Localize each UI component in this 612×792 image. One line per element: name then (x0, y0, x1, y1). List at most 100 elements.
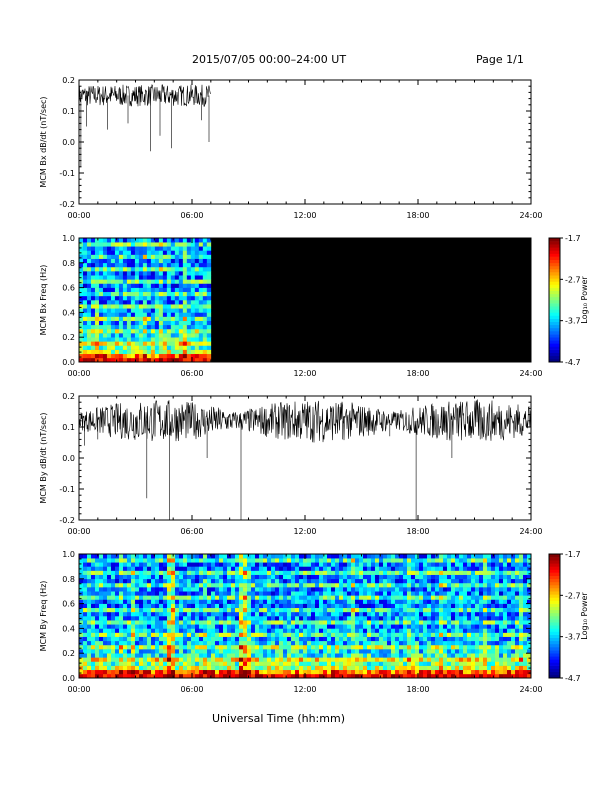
heatmap-cell (98, 283, 104, 288)
heatmap-cell (479, 558, 484, 563)
heatmap-cell (86, 308, 92, 313)
heatmap-cell (439, 566, 444, 571)
heatmap-cell (363, 591, 368, 596)
heatmap-cell (447, 661, 452, 666)
heatmap-cell (475, 574, 480, 580)
heatmap-cell (219, 653, 224, 658)
heatmap-cell (202, 258, 208, 264)
heatmap-cell (94, 262, 100, 268)
heatmap-cell (146, 262, 152, 268)
heatmap-cell (139, 628, 144, 633)
heatmap-cell (495, 653, 500, 658)
heatmap-cell (91, 669, 96, 675)
heatmap-cell (315, 582, 320, 588)
heatmap-cell (291, 661, 296, 666)
heatmap-cell (183, 595, 188, 600)
heatmap-cell (151, 649, 156, 654)
heatmap-cell (463, 624, 468, 629)
heatmap-cell (391, 653, 396, 658)
heatmap-cell (423, 665, 428, 671)
heatmap-cell (202, 266, 208, 272)
heatmap-cell (287, 554, 292, 559)
heatmap-cell (135, 554, 140, 559)
heatmap-cell (106, 279, 112, 284)
heatmap-cell (495, 636, 500, 642)
heatmap-cell (411, 661, 416, 666)
heatmap-cell (275, 616, 280, 621)
heatmap-cell (170, 262, 176, 268)
heatmap-cell (239, 595, 244, 600)
heatmap-cell (106, 341, 112, 346)
heatmap-cell (91, 673, 96, 679)
heatmap-cell (359, 640, 364, 646)
heatmap-cell (247, 616, 252, 621)
heatmap-cell (86, 246, 92, 251)
heatmap-cell (499, 636, 504, 642)
heatmap-cell (170, 324, 176, 330)
heatmap-cell (134, 242, 140, 247)
heatmap-cell (467, 624, 472, 629)
heatmap-cell (259, 620, 264, 625)
heatmap-cell (139, 574, 144, 580)
heatmap-cell (183, 607, 188, 613)
heatmap-cell (471, 669, 476, 675)
heatmap-cell (507, 632, 512, 637)
heatmap-cell (154, 266, 160, 272)
heatmap-cell (94, 320, 100, 326)
heatmap-cell (102, 328, 108, 334)
heatmap-cell (267, 636, 272, 642)
heatmap-cell (215, 582, 220, 588)
heatmap-cell (174, 295, 180, 301)
heatmap-cell (419, 591, 424, 596)
heatmap-cell (459, 611, 464, 617)
heatmap-cell (107, 632, 112, 637)
heatmap-cell (127, 595, 132, 600)
heatmap-cell (487, 562, 492, 567)
heatmap-cell (471, 554, 476, 559)
heatmap-cell (375, 607, 380, 613)
heatmap-cell (162, 242, 168, 247)
heatmap-cell (235, 562, 240, 567)
heatmap-cell (347, 620, 352, 625)
heatmap-cell (363, 616, 368, 621)
heatmap-cell (175, 558, 180, 563)
heatmap-cell (134, 312, 140, 317)
heatmap-cell (419, 620, 424, 625)
heatmap-cell (327, 636, 332, 642)
heatmap-cell (199, 636, 204, 642)
heatmap-cell (503, 616, 508, 621)
heatmap-cell (87, 628, 92, 633)
heatmap-cell (186, 304, 192, 309)
heatmap-cell (115, 661, 120, 666)
heatmap-cell (323, 582, 328, 588)
heatmap-cell (363, 673, 368, 679)
heatmap-cell (79, 345, 84, 350)
heatmap-cell (146, 246, 152, 251)
heatmap-cell (155, 661, 160, 666)
heatmap-cell (215, 649, 220, 654)
heatmap-cell (79, 657, 84, 662)
heatmap-cell (415, 673, 420, 679)
heatmap-cell (283, 599, 288, 604)
heatmap-cell (343, 603, 348, 609)
heatmap-cell (435, 653, 440, 658)
heatmap-cell (122, 357, 128, 363)
heatmap-cell (251, 582, 256, 588)
heatmap-cell (119, 599, 124, 604)
heatmap-cell (459, 603, 464, 609)
heatmap-cell (375, 566, 380, 571)
heatmap-cell (291, 620, 296, 625)
heatmap-cell (199, 587, 204, 592)
heatmap-cell (211, 582, 216, 588)
heatmap-cell (83, 644, 88, 650)
heatmap-cell (174, 349, 180, 355)
heatmap-cell (295, 554, 300, 559)
heatmap-cell (279, 628, 284, 633)
heatmap-cell (463, 595, 468, 600)
heatmap-cell (114, 316, 120, 321)
heatmap-cell (379, 669, 384, 675)
heatmap-cell (79, 246, 84, 251)
heatmap-cell (178, 304, 184, 309)
heatmap-cell (499, 603, 504, 609)
heatmap-cell (99, 669, 104, 675)
